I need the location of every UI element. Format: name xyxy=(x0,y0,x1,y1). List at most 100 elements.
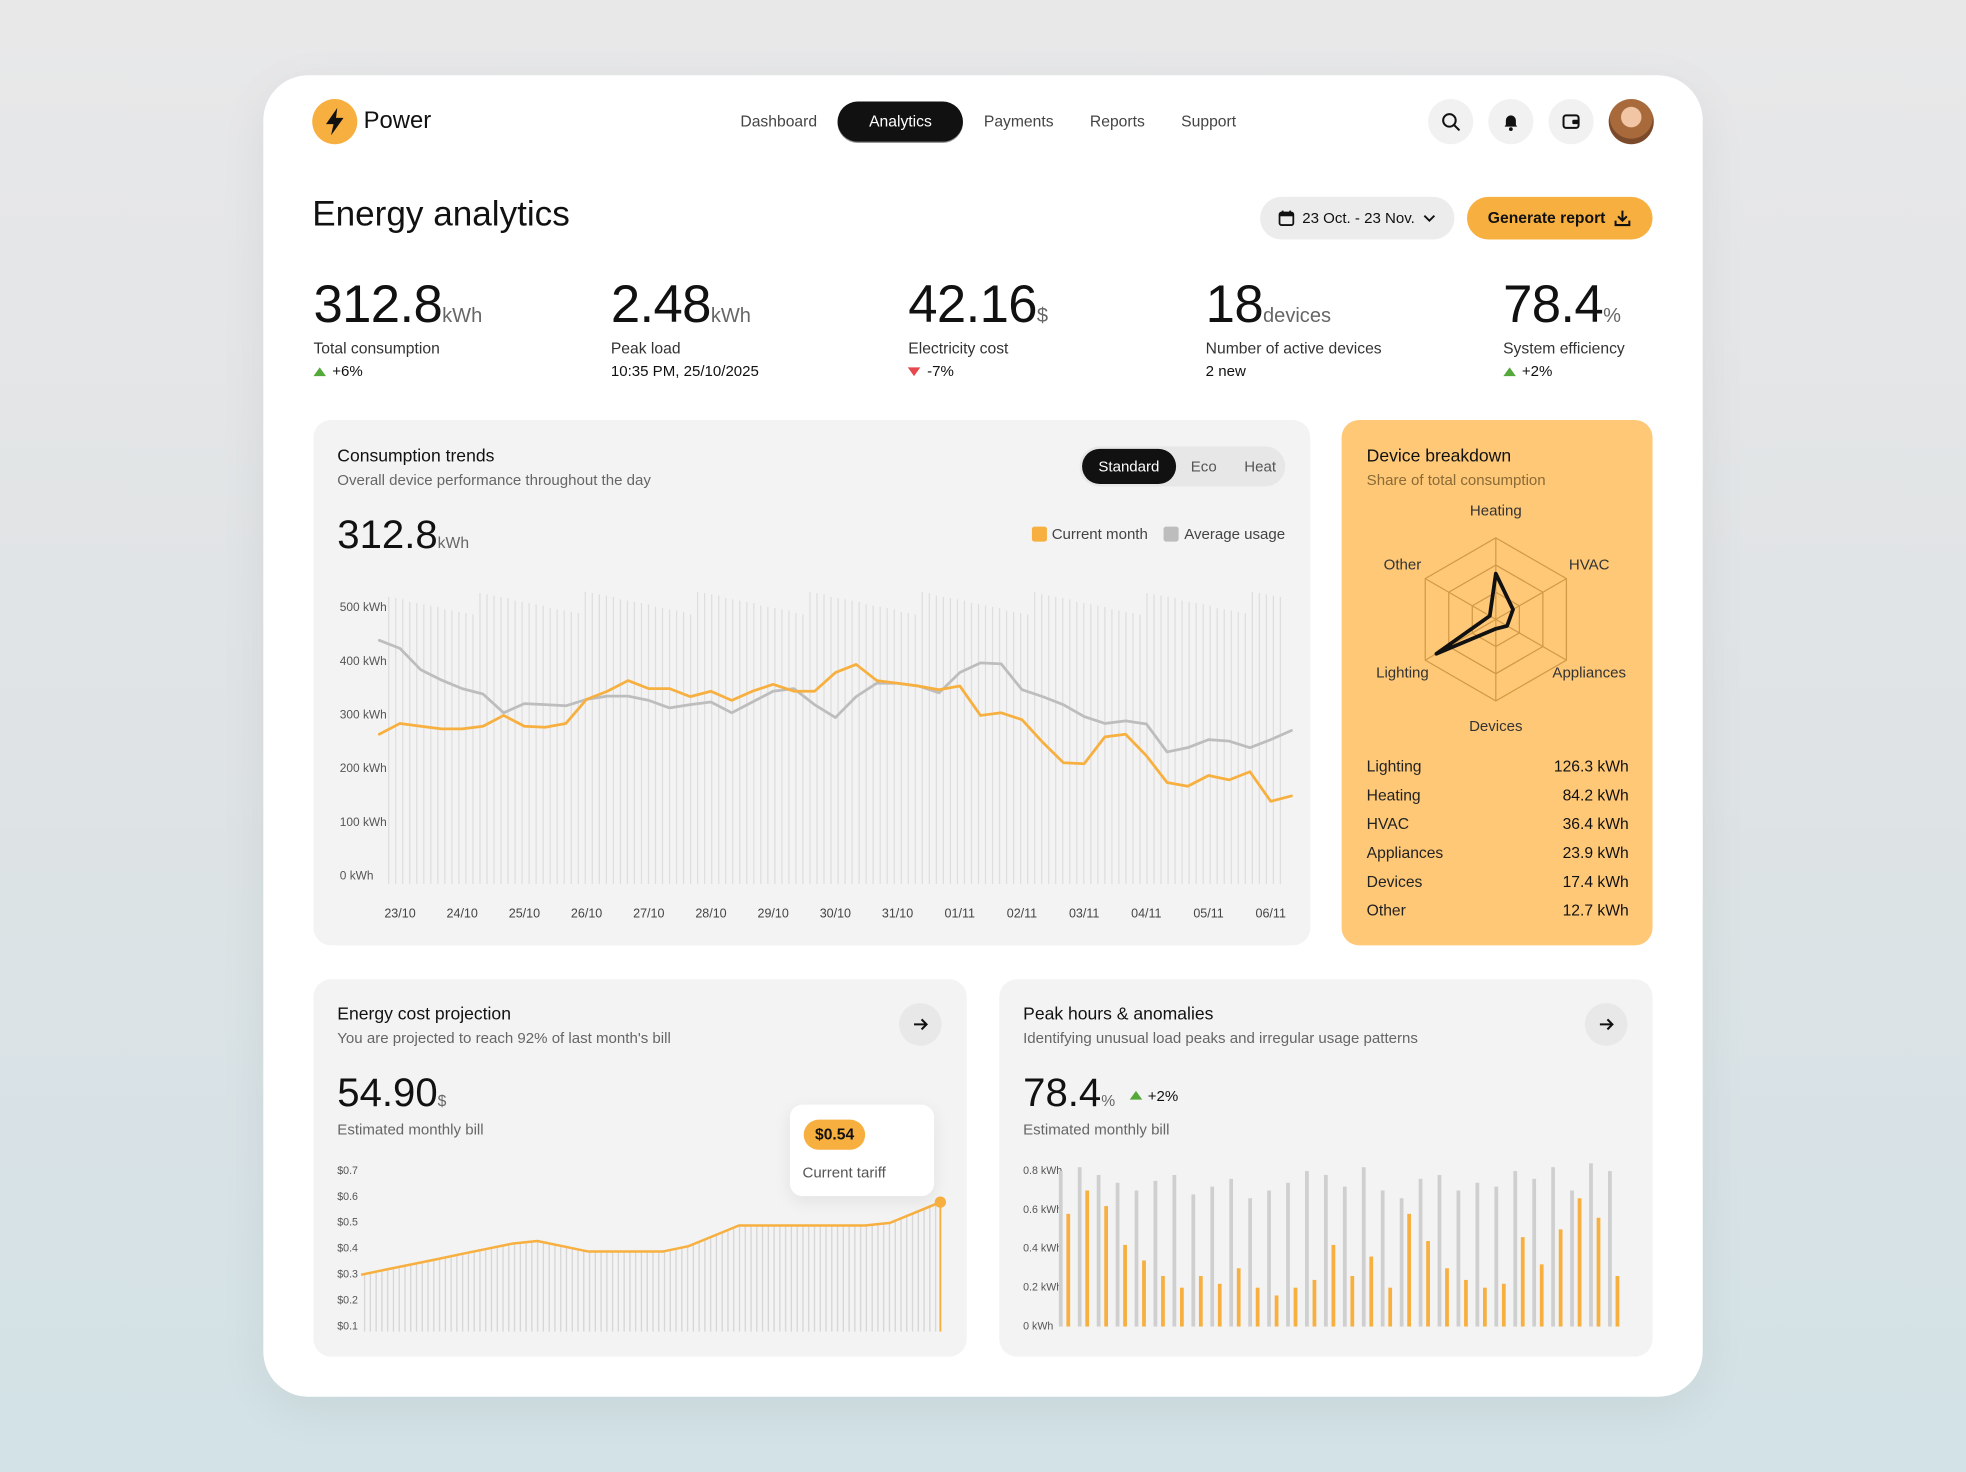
device-breakdown-card xyxy=(1341,420,1653,946)
kpi-label: Peak load xyxy=(610,339,681,358)
search-button[interactable] xyxy=(1428,99,1474,145)
headline-unit: kWh xyxy=(437,534,470,552)
card-subtitle: Share of total consumption xyxy=(1366,471,1546,489)
kpi-sub: +2% xyxy=(1503,362,1625,380)
calendar-icon xyxy=(1278,210,1294,226)
consumption-card xyxy=(313,420,1311,946)
kpi-label: Number of active devices xyxy=(1205,339,1382,358)
kpi-value: 2.48 xyxy=(610,274,712,334)
date-range-label: 23 Oct. - 23 Nov. xyxy=(1302,209,1415,227)
kpi-sub: 2 new xyxy=(1206,362,1382,380)
kpi-value: 312.8 xyxy=(313,274,443,334)
trend-icon xyxy=(908,366,921,376)
headline: 312.8kWh xyxy=(337,512,469,558)
kpi-value-row: 42.16$ xyxy=(908,275,1048,335)
kpi-value-row: 2.48kWh xyxy=(611,275,759,335)
card-subtitle: You are projected to reach 92% of last m… xyxy=(337,1029,671,1047)
logo[interactable] xyxy=(312,99,358,145)
kpi-change: -7% xyxy=(927,362,954,380)
brand-name: Power xyxy=(363,107,432,135)
tab[interactable]: Eco xyxy=(1190,457,1217,476)
kpi-label: Electricity cost xyxy=(908,339,1009,358)
headline-value: 54.90 xyxy=(337,1069,438,1115)
notifications-button[interactable] xyxy=(1488,99,1534,145)
headline-label: Estimated monthly bill xyxy=(337,1120,484,1139)
user-avatar[interactable] xyxy=(1608,99,1654,145)
legend-item: Current month xyxy=(1031,525,1148,543)
arrow-icon xyxy=(1599,1018,1614,1031)
tariff-tooltip: $0.54 Current tariff xyxy=(789,1104,935,1197)
headline: 54.90$ xyxy=(337,1070,446,1116)
nav-item[interactable]: Support xyxy=(1181,112,1237,131)
kpi-sub: 10:35 PM, 25/10/2025 xyxy=(611,362,759,380)
nav-item[interactable]: Payments xyxy=(983,112,1054,131)
trend-icon xyxy=(1503,366,1516,376)
kpi-value: 42.16 xyxy=(908,274,1037,334)
date-range-picker[interactable]: 23 Oct. - 23 Nov. xyxy=(1260,196,1455,240)
legend: Current month Average usage xyxy=(1031,525,1286,543)
tariff-value: $0.54 xyxy=(803,1119,866,1150)
logo-bolt xyxy=(325,107,344,136)
tariff-label: Current tariff xyxy=(802,1163,886,1182)
kpi-change: +6% xyxy=(332,362,363,380)
kpi: 312.8kWh Total consumption +6% xyxy=(313,275,482,380)
legend-label: Average usage xyxy=(1184,525,1286,543)
kpi-unit: kWh xyxy=(442,305,483,328)
headline-label: Estimated monthly bill xyxy=(1023,1120,1170,1139)
open-cost-button[interactable] xyxy=(898,1003,942,1046)
kpi-label: Total consumption xyxy=(313,339,440,358)
headline: 78.4% +2% xyxy=(1023,1070,1178,1116)
kpi-sub: +6% xyxy=(313,362,482,380)
headline-change: +2% xyxy=(1130,1086,1179,1105)
arrow-icon xyxy=(914,1018,928,1031)
headline-change-value: +2% xyxy=(1147,1086,1179,1105)
chevron-icon xyxy=(1424,214,1436,223)
card-title: Device breakdown xyxy=(1366,445,1512,466)
wallet-icon xyxy=(1562,114,1580,129)
kpi-note: 10:35 PM, 25/10/2025 xyxy=(610,362,759,380)
open-peaks-button[interactable] xyxy=(1584,1003,1628,1046)
kpi-value-row: 18devices xyxy=(1206,275,1382,335)
headline-value: 312.8 xyxy=(337,511,438,557)
legend-label: Current month xyxy=(1051,525,1148,543)
legend-swatch xyxy=(1031,526,1047,542)
kpi: 18devices Number of active devices 2 new xyxy=(1206,275,1382,380)
headline-unit: $ xyxy=(437,1092,447,1110)
download-icon xyxy=(1615,210,1631,227)
kpi-value: 18 xyxy=(1205,274,1264,334)
kpi-note: 2 new xyxy=(1205,362,1246,380)
nav-item[interactable]: Dashboard xyxy=(740,112,818,131)
kpi-unit: $ xyxy=(1036,305,1049,328)
tab[interactable]: Heat xyxy=(1244,457,1277,476)
generate-report-button[interactable]: Generate report xyxy=(1466,196,1653,240)
trend-icon xyxy=(313,366,326,376)
generate-report-label: Generate report xyxy=(1487,209,1606,227)
headline-unit: % xyxy=(1101,1092,1116,1110)
kpi-sub: -7% xyxy=(908,362,1048,380)
kpi-value-row: 312.8kWh xyxy=(313,275,482,335)
card-title: Consumption trends xyxy=(337,445,495,466)
kpi: 42.16$ Electricity cost -7% xyxy=(908,275,1048,380)
wallet-button[interactable] xyxy=(1548,99,1594,145)
kpi-value: 78.4 xyxy=(1503,274,1604,334)
legend-swatch xyxy=(1164,526,1180,542)
kpi-value-row: 78.4% xyxy=(1503,275,1625,335)
kpi-label: System efficiency xyxy=(1503,339,1625,358)
bell-icon xyxy=(1504,115,1518,132)
mode-tabs: Standard Eco Heat xyxy=(1079,446,1286,487)
main-nav: Dashboard Analytics Payments Reports Support xyxy=(722,100,1254,143)
kpi-change: +2% xyxy=(1521,362,1553,380)
search-icon xyxy=(1442,113,1460,131)
kpi-unit: devices xyxy=(1262,305,1332,328)
trend-icon xyxy=(1130,1090,1143,1100)
card-subtitle: Identifying unusual load peaks and irreg… xyxy=(1023,1029,1418,1047)
tab[interactable]: Standard xyxy=(1082,448,1176,484)
card-title: Energy cost projection xyxy=(337,1003,511,1024)
page-title: Energy analytics xyxy=(312,194,570,234)
nav-item[interactable]: Reports xyxy=(1089,112,1145,131)
nav-item-active[interactable]: Analytics xyxy=(837,101,964,142)
headline-value: 78.4 xyxy=(1023,1069,1102,1115)
